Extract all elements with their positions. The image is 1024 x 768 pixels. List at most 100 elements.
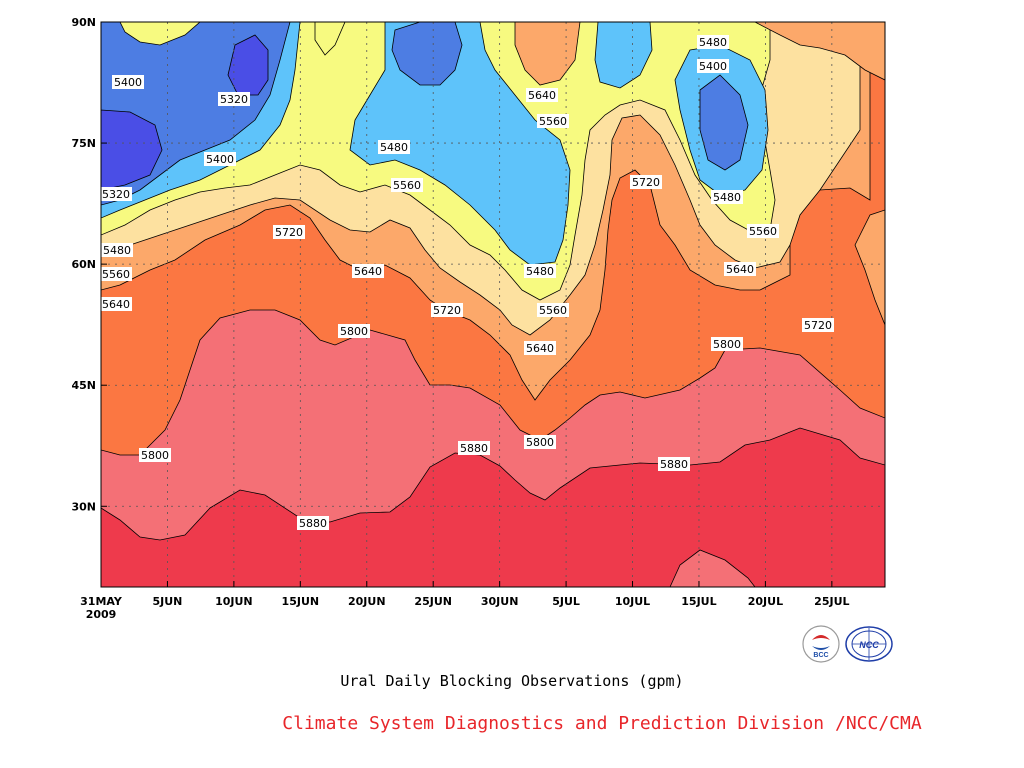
svg-text:5800: 5800	[340, 325, 368, 338]
svg-text:5400: 5400	[114, 76, 142, 89]
svg-text:5480: 5480	[526, 265, 554, 278]
y-tick-label: 45N	[71, 379, 96, 392]
fill-top-mid-yellow	[314, 22, 346, 56]
svg-text:5560: 5560	[539, 304, 567, 317]
contour-label: 5800	[139, 448, 171, 462]
contour-label: 5720	[273, 225, 305, 239]
svg-text:5320: 5320	[220, 93, 248, 106]
y-tick-label: 90N	[71, 16, 96, 29]
x-tick-label: 15JUL	[681, 595, 716, 608]
contour-label: 5560	[537, 114, 569, 128]
contour-label: 5640	[724, 262, 756, 276]
x-tick-year: 2009	[86, 608, 117, 621]
contour-label: 5800	[524, 435, 556, 449]
svg-text:5640: 5640	[726, 263, 754, 276]
contour-label: 5880	[458, 441, 490, 455]
contour-label: 5560	[100, 267, 132, 281]
svg-text:5720: 5720	[275, 226, 303, 239]
contour-label: 5560	[747, 224, 779, 238]
svg-text:5880: 5880	[299, 517, 327, 530]
contour-label: 5640	[524, 341, 556, 355]
fill-5320-5400-b	[391, 22, 463, 86]
y-axis: 30N 45N 60N 75N 90N	[71, 16, 107, 513]
x-axis: 31MAY 5JUN 10JUN 15JUN 20JUN 25JUN 30JUN 5JUL 10…	[80, 581, 850, 621]
contour-labels: 5400 5320 5400 5320 5480 5560 5640 5560 5480 5400…	[100, 35, 834, 530]
contour-label: 5480	[378, 140, 410, 154]
contour-label: 5720	[431, 303, 463, 317]
svg-text:5640: 5640	[526, 342, 554, 355]
x-tick-label: 25JUL	[814, 595, 849, 608]
fill-top-orange	[514, 22, 581, 86]
svg-text:5720: 5720	[433, 304, 461, 317]
bcc-logo: BCC	[802, 625, 840, 663]
y-tick-label: 60N	[71, 258, 96, 271]
svg-text:5560: 5560	[749, 225, 777, 238]
x-tick-label: 25JUN	[414, 595, 452, 608]
contour-fills	[101, 22, 885, 587]
svg-text:5400: 5400	[699, 60, 727, 73]
fill-5320-5400-c	[699, 74, 749, 171]
fill-below-5320-b	[227, 34, 269, 96]
contour-label: 5400	[112, 75, 144, 89]
svg-text:5640: 5640	[102, 298, 130, 311]
x-tick-label: 20JUN	[348, 595, 386, 608]
contour-label: 5400	[204, 152, 236, 166]
svg-text:5800: 5800	[713, 338, 741, 351]
contour-label: 5560	[537, 303, 569, 317]
svg-text:5640: 5640	[528, 89, 556, 102]
contour-label: 5720	[630, 175, 662, 189]
svg-text:5640: 5640	[354, 265, 382, 278]
svg-text:5480: 5480	[380, 141, 408, 154]
svg-text:5800: 5800	[141, 449, 169, 462]
contour-label: 5640	[352, 264, 384, 278]
svg-text:5880: 5880	[660, 458, 688, 471]
x-tick-label: 5JUN	[152, 595, 182, 608]
contour-label: 5480	[697, 35, 729, 49]
x-tick-label: 31MAY	[80, 595, 123, 608]
plot-frame	[100, 21, 886, 588]
x-tick-label: 15JUN	[282, 595, 320, 608]
ncc-logo: NCC	[845, 626, 893, 662]
x-tick-label: 20JUL	[748, 595, 783, 608]
chart-title: Ural Daily Blocking Observations (gpm)	[340, 672, 684, 690]
fill-5400-5480-c	[594, 22, 653, 89]
contour-label: 5880	[658, 457, 690, 471]
contour-label: 5480	[711, 190, 743, 204]
x-tick-label: 5JUL	[552, 595, 580, 608]
svg-text:5560: 5560	[102, 268, 130, 281]
svg-text:5480: 5480	[103, 244, 131, 257]
contour-label: 5480	[524, 264, 556, 278]
fill-bottom-blob	[669, 549, 756, 587]
contour-label: 5400	[697, 59, 729, 73]
svg-text:5480: 5480	[713, 191, 741, 204]
contour-label: 5720	[802, 318, 834, 332]
contour-label: 5880	[297, 516, 329, 530]
svg-text:BCC: BCC	[813, 652, 828, 659]
contour-label: 5800	[711, 337, 743, 351]
contour-label: 5320	[100, 187, 132, 201]
x-tick-label: 10JUN	[215, 595, 253, 608]
contour-label: 5640	[100, 297, 132, 311]
svg-text:5560: 5560	[393, 179, 421, 192]
fill-top-right-orange	[754, 22, 885, 81]
chart-credit: Climate System Diagnostics and Predictio…	[282, 713, 922, 734]
svg-text:5800: 5800	[526, 436, 554, 449]
contour-label: 5560	[391, 178, 423, 192]
contour-label: 5800	[338, 324, 370, 338]
svg-text:5560: 5560	[539, 115, 567, 128]
svg-text:5720: 5720	[632, 176, 660, 189]
svg-text:5880: 5880	[460, 442, 488, 455]
svg-text:5720: 5720	[804, 319, 832, 332]
y-tick-label: 75N	[71, 137, 96, 150]
svg-text:5320: 5320	[102, 188, 130, 201]
y-tick-label: 30N	[71, 500, 96, 513]
svg-text:NCC: NCC	[859, 640, 879, 650]
svg-text:5480: 5480	[699, 36, 727, 49]
fill-5400-5480-b	[349, 22, 571, 266]
contour-label: 5320	[218, 92, 250, 106]
contour-label: 5480	[101, 243, 133, 257]
fill-top-left-yellow	[119, 22, 201, 46]
x-tick-label: 10JUL	[615, 595, 650, 608]
contour-label: 5640	[526, 88, 558, 102]
